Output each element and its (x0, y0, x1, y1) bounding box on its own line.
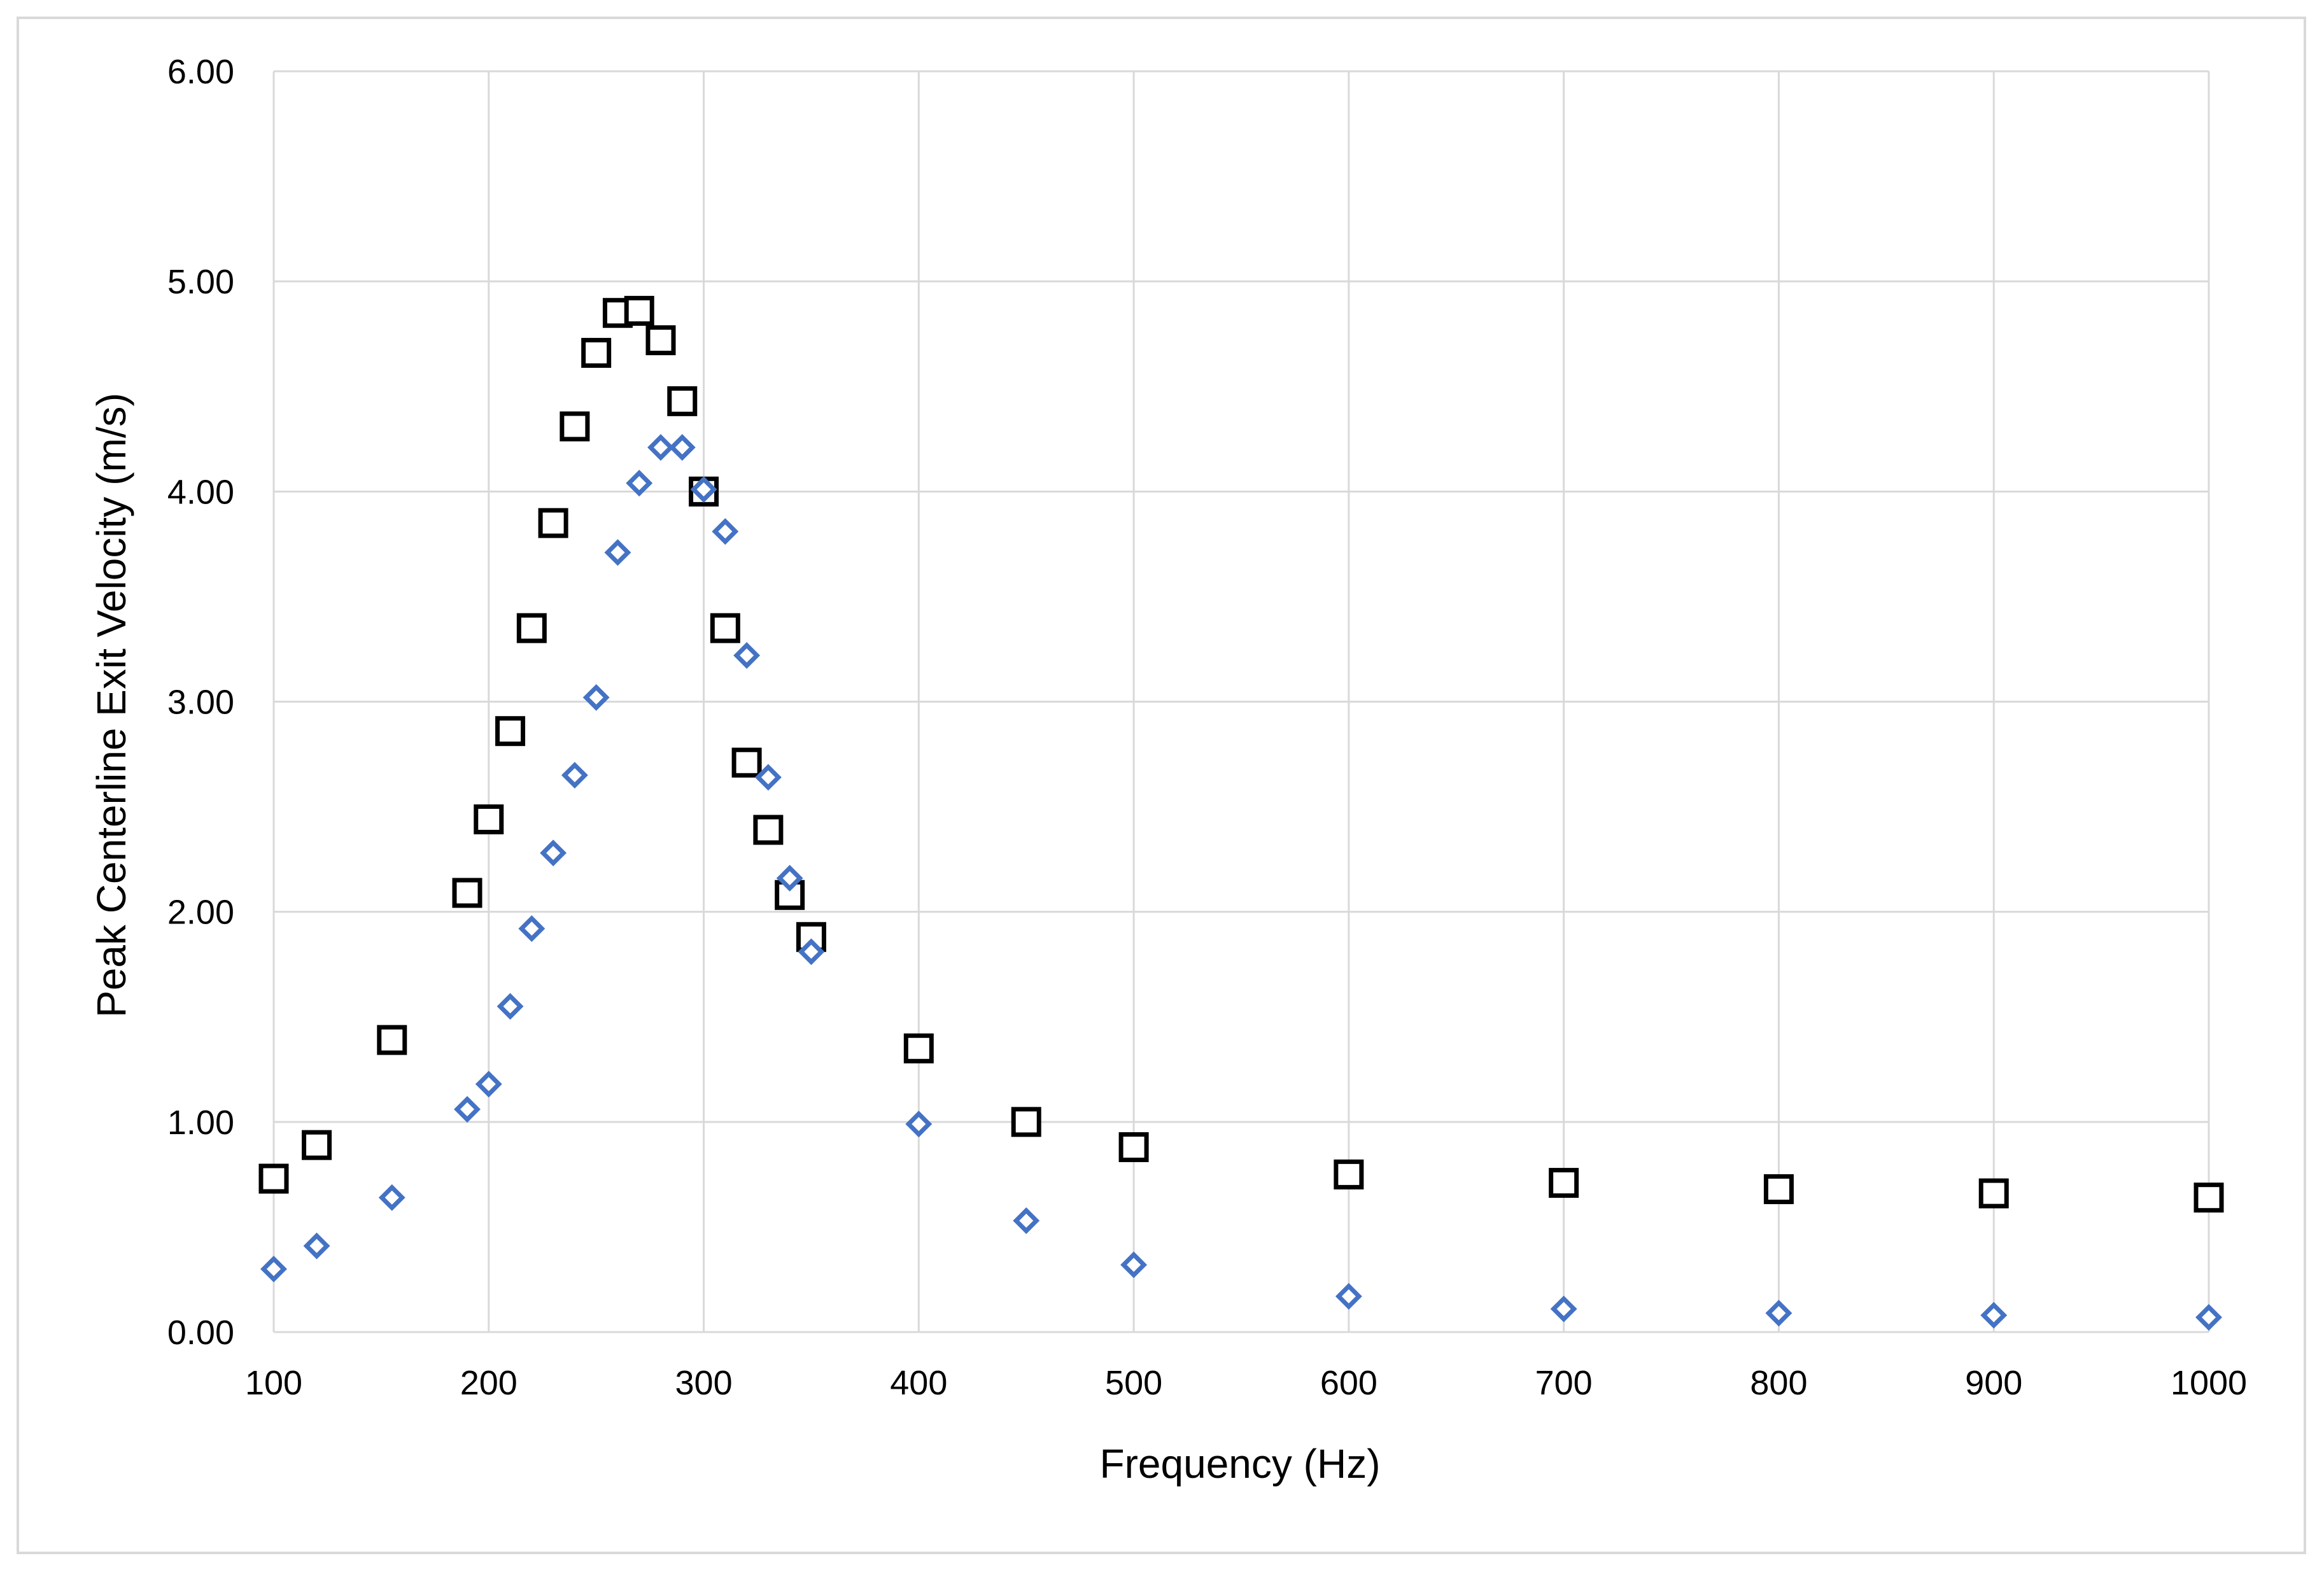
x-tick-label: 400 (890, 1364, 947, 1402)
square-marker (258, 1163, 289, 1194)
diamond-marker (776, 864, 803, 892)
diamond-marker (754, 764, 782, 791)
diamond-marker (378, 1184, 405, 1211)
diamond-marker (1335, 1282, 1362, 1310)
x-tick-label: 600 (1320, 1364, 1377, 1402)
square-marker (796, 922, 826, 952)
y-tick-label: 5.00 (167, 263, 234, 301)
x-tick-label: 100 (245, 1364, 302, 1402)
diamond-marker (496, 993, 524, 1020)
square-marker (731, 747, 762, 778)
y-tick-label: 3.00 (167, 684, 234, 722)
diamond-marker (626, 470, 653, 497)
diamond-marker (905, 1111, 933, 1138)
square-marker (377, 1025, 407, 1055)
y-tick-label: 0.00 (167, 1314, 234, 1352)
square-marker (560, 411, 590, 442)
x-axis-ticks: 100 200 300 400 500 600 700 800 900 1000 (245, 1364, 2247, 1402)
chart-frame (17, 17, 2306, 1554)
diamond-marker (1765, 1300, 1792, 1327)
diamond-marker (518, 915, 546, 943)
y-tick-label: 6.00 (167, 53, 234, 91)
diamond-marker (561, 762, 588, 789)
diamond-marker (2195, 1303, 2222, 1331)
square-marker (753, 815, 784, 845)
square-marker (1763, 1174, 1794, 1204)
x-tick-label: 500 (1105, 1364, 1162, 1402)
square-marker (538, 508, 568, 538)
x-tick-label: 300 (675, 1364, 733, 1402)
square-marker (903, 1033, 934, 1063)
diamond-marker (647, 434, 674, 461)
diamond-marker (668, 434, 696, 461)
diamond-marker (690, 476, 717, 503)
diamond-marker (712, 518, 739, 545)
square-marker (1118, 1132, 1149, 1162)
y-tick-label: 4.00 (167, 473, 234, 511)
y-tick-label: 2.00 (167, 894, 234, 932)
diamond-marker (1550, 1295, 1577, 1323)
square-marker (1549, 1168, 1579, 1198)
square-marker (667, 386, 698, 416)
square-marker (495, 716, 526, 747)
y-tick-label: 1.00 (167, 1104, 234, 1142)
diamond-marker (475, 1070, 502, 1098)
data-points (258, 295, 2224, 1331)
diamond-marker (582, 684, 610, 711)
diamond-marker (303, 1232, 330, 1260)
square-marker (452, 878, 482, 908)
square-marker (645, 325, 676, 356)
x-tick-label: 900 (1965, 1364, 2022, 1402)
square-marker (302, 1130, 332, 1160)
square-marker (710, 613, 740, 643)
square-marker (1978, 1178, 2009, 1209)
square-marker (2194, 1183, 2224, 1213)
diamond-marker (1013, 1207, 1040, 1234)
y-axis-title: Peak Centerline Exit Velocity (m/s) (88, 393, 134, 1018)
diamond-marker (733, 642, 761, 669)
x-axis-title: Frequency (Hz) (1100, 1441, 1381, 1487)
x-tick-label: 700 (1535, 1364, 1593, 1402)
diamond-marker (540, 839, 567, 867)
diamond-marker (798, 938, 825, 965)
square-marker (474, 804, 504, 834)
y-axis-ticks: 0.00 1.00 2.00 3.00 4.00 5.00 6.00 (167, 53, 234, 1352)
diamond-marker (1120, 1251, 1148, 1279)
square-marker (581, 337, 612, 368)
diamond-marker (260, 1256, 287, 1282)
grid-lines (272, 70, 2210, 1333)
square-marker (1011, 1107, 1041, 1137)
x-tick-label: 800 (1750, 1364, 1807, 1402)
square-marker (516, 613, 547, 643)
diamond-marker (604, 539, 631, 566)
square-marker (624, 295, 654, 326)
x-tick-label: 1000 (2171, 1364, 2247, 1402)
square-marker (1334, 1159, 1364, 1190)
x-tick-label: 200 (460, 1364, 518, 1402)
diamond-marker (1980, 1302, 2008, 1329)
diamond-marker (454, 1096, 481, 1123)
